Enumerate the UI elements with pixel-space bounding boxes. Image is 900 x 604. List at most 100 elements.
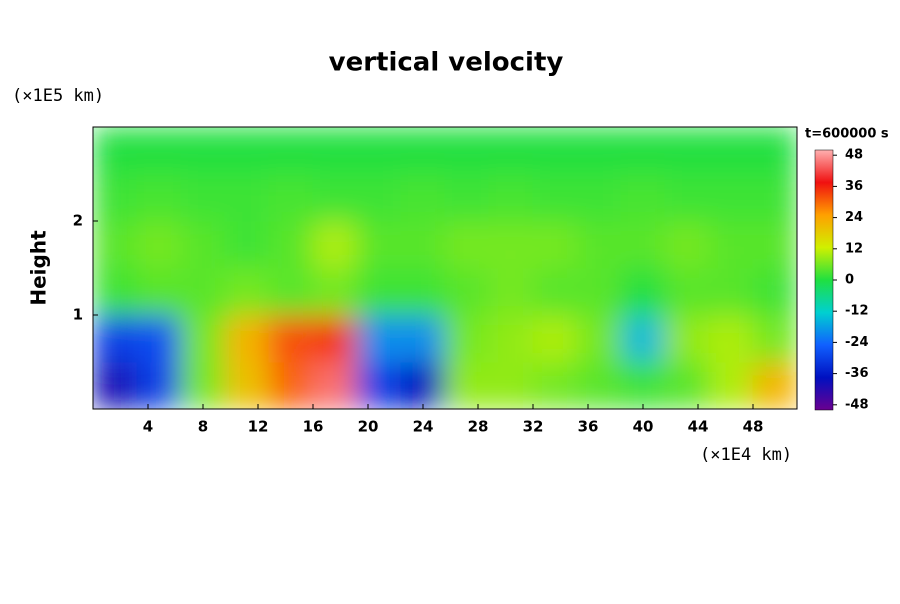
y-axis-label: Height xyxy=(27,230,51,306)
field-cell xyxy=(708,267,754,316)
field-cell xyxy=(136,173,182,222)
field-cell xyxy=(444,220,490,269)
x-tick-label: 32 xyxy=(523,418,544,436)
field-cell xyxy=(444,127,490,175)
colorbar-tick-label: 24 xyxy=(845,210,863,225)
field-cell xyxy=(532,314,578,363)
field-cell xyxy=(180,267,226,316)
y-tick-label: 2 xyxy=(73,212,83,230)
field-cell xyxy=(93,173,138,222)
field-cell xyxy=(268,361,314,409)
field-cell xyxy=(136,220,182,269)
field-cell xyxy=(312,127,358,175)
field-cell xyxy=(312,361,358,409)
field-cell xyxy=(752,314,797,363)
field-cell xyxy=(488,173,534,222)
field-cell xyxy=(620,127,666,175)
field-cell xyxy=(136,361,182,409)
field-cell xyxy=(488,361,534,409)
field-cell xyxy=(268,220,314,269)
field-cell xyxy=(444,314,490,363)
field-cell xyxy=(93,361,138,409)
field-cell xyxy=(532,361,578,409)
field-cell xyxy=(444,173,490,222)
field-cell xyxy=(576,361,622,409)
field-cell xyxy=(224,314,270,363)
field-cell xyxy=(180,173,226,222)
y-tick-label: 1 xyxy=(73,306,83,324)
x-tick-label: 40 xyxy=(633,418,654,436)
field-cell xyxy=(400,267,446,316)
field-cell xyxy=(93,267,138,316)
field-cell xyxy=(312,267,358,316)
field-cell xyxy=(400,220,446,269)
field-cell xyxy=(224,361,270,409)
field-cell xyxy=(356,173,402,222)
field-cell xyxy=(180,361,226,409)
field-cell xyxy=(93,220,138,269)
field-cell xyxy=(664,267,710,316)
field-cell xyxy=(268,267,314,316)
colorbar-tick-label: 48 xyxy=(845,148,863,163)
field-cell xyxy=(224,267,270,316)
field-cell xyxy=(620,173,666,222)
field-cell xyxy=(488,267,534,316)
field-cell xyxy=(180,314,226,363)
x-tick-label: 48 xyxy=(743,418,764,436)
field-cell xyxy=(180,127,226,175)
field-cell xyxy=(224,127,270,175)
chart-title: vertical velocity xyxy=(329,48,564,78)
field-cell xyxy=(312,220,358,269)
colorbar xyxy=(814,149,834,411)
field-cell xyxy=(708,314,754,363)
field-cell xyxy=(444,267,490,316)
field-cell xyxy=(180,220,226,269)
colorbar-tick-label: 0 xyxy=(845,273,854,288)
x-unit: (×1E4 km) xyxy=(700,445,792,465)
field-cell xyxy=(488,220,534,269)
field-cell xyxy=(356,220,402,269)
field-cell xyxy=(576,220,622,269)
field-cell xyxy=(312,314,358,363)
colorbar-tick-label: -36 xyxy=(845,366,869,381)
field-cell xyxy=(356,314,402,363)
field-cell xyxy=(356,127,402,175)
x-tick-label: 4 xyxy=(143,418,153,436)
field-cell xyxy=(752,267,797,316)
time-label: t=600000 s xyxy=(805,127,889,142)
colorbar-tick-label: 36 xyxy=(845,179,863,194)
field-cell xyxy=(93,314,138,363)
field xyxy=(93,127,797,409)
field-cell xyxy=(224,173,270,222)
field-cell xyxy=(400,173,446,222)
field-cell xyxy=(224,220,270,269)
field-cell xyxy=(620,361,666,409)
field-cell xyxy=(620,267,666,316)
field-cell xyxy=(356,267,402,316)
field-cell xyxy=(532,267,578,316)
field-cell xyxy=(664,314,710,363)
field-cell xyxy=(752,127,797,175)
field-cell xyxy=(708,361,754,409)
x-tick-label: 44 xyxy=(688,418,709,436)
field-cell xyxy=(532,127,578,175)
x-tick-label: 20 xyxy=(358,418,379,436)
field-cell xyxy=(268,173,314,222)
field-cell xyxy=(532,173,578,222)
field-cell xyxy=(356,361,402,409)
field-cell xyxy=(708,220,754,269)
plot-frame xyxy=(92,126,798,410)
field-cell xyxy=(312,173,358,222)
colorbar-tick-label: -12 xyxy=(845,304,869,319)
field-cell xyxy=(576,314,622,363)
field-cell xyxy=(136,314,182,363)
field-cell xyxy=(400,361,446,409)
colorbar-tick-label: -24 xyxy=(845,335,869,350)
field-cells xyxy=(93,127,797,409)
x-tick-label: 36 xyxy=(578,418,599,436)
field-cell xyxy=(664,173,710,222)
field-cell xyxy=(576,173,622,222)
field-cell xyxy=(488,314,534,363)
